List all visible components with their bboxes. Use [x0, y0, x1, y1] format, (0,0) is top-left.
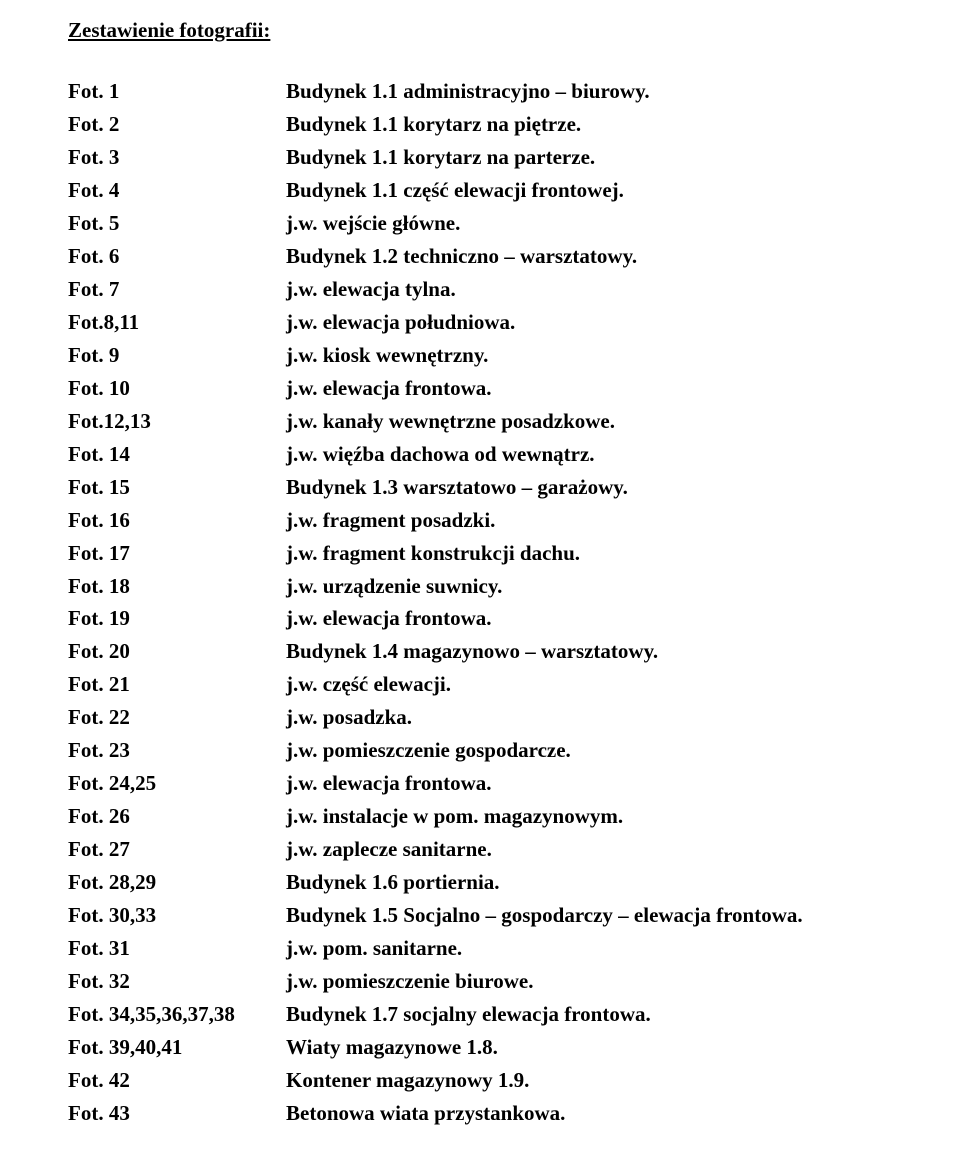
item-description: Budynek 1.1 część elewacji frontowej.: [286, 174, 892, 207]
item-label: Fot. 14: [68, 438, 286, 471]
item-label: Fot. 3: [68, 141, 286, 174]
item-label: Fot. 6: [68, 240, 286, 273]
item-description: Betonowa wiata przystankowa.: [286, 1097, 892, 1130]
item-description: Budynek 1.7 socjalny elewacja frontowa.: [286, 998, 892, 1031]
list-item: Fot. 22j.w. posadzka.: [68, 701, 892, 734]
item-label: Fot.12,13: [68, 405, 286, 438]
list-item: Fot. 15Budynek 1.3 warsztatowo – garażow…: [68, 471, 892, 504]
item-description: j.w. fragment konstrukcji dachu.: [286, 537, 892, 570]
item-label: Fot. 24,25: [68, 767, 286, 800]
page-title: Zestawienie fotografii:: [68, 14, 892, 47]
list-item: Fot. 32j.w. pomieszczenie biurowe.: [68, 965, 892, 998]
item-label: Fot. 22: [68, 701, 286, 734]
list-item: Fot. 34,35,36,37,38Budynek 1.7 socjalny …: [68, 998, 892, 1031]
item-description: Budynek 1.6 portiernia.: [286, 866, 892, 899]
list-item: Fot. 10j.w. elewacja frontowa.: [68, 372, 892, 405]
item-label: Fot. 23: [68, 734, 286, 767]
list-item: Fot. 26j.w. instalacje w pom. magazynowy…: [68, 800, 892, 833]
item-description: j.w. elewacja południowa.: [286, 306, 892, 339]
item-label: Fot. 2: [68, 108, 286, 141]
list-item: Fot. 3Budynek 1.1 korytarz na parterze.: [68, 141, 892, 174]
item-description: Wiaty magazynowe 1.8.: [286, 1031, 892, 1064]
list-item: Fot. 27j.w. zaplecze sanitarne.: [68, 833, 892, 866]
list-item: Fot. 4Budynek 1.1 część elewacji frontow…: [68, 174, 892, 207]
item-description: j.w. instalacje w pom. magazynowym.: [286, 800, 892, 833]
list-item: Fot. 21j.w. część elewacji.: [68, 668, 892, 701]
item-description: j.w. pom. sanitarne.: [286, 932, 892, 965]
list-item: Fot. 14j.w. więźba dachowa od wewnątrz.: [68, 438, 892, 471]
item-label: Fot. 21: [68, 668, 286, 701]
item-description: j.w. wejście główne.: [286, 207, 892, 240]
list-item: Fot. 16j.w. fragment posadzki.: [68, 504, 892, 537]
list-item: Fot. 39,40,41Wiaty magazynowe 1.8.: [68, 1031, 892, 1064]
item-label: Fot. 16: [68, 504, 286, 537]
item-label: Fot. 15: [68, 471, 286, 504]
list-item: Fot. 42Kontener magazynowy 1.9.: [68, 1064, 892, 1097]
item-description: Budynek 1.1 administracyjno – biurowy.: [286, 75, 892, 108]
item-label: Fot. 10: [68, 372, 286, 405]
list-item: Fot. 17j.w. fragment konstrukcji dachu.: [68, 537, 892, 570]
item-description: Budynek 1.2 techniczno – warsztatowy.: [286, 240, 892, 273]
list-item: Fot. 23j.w. pomieszczenie gospodarcze.: [68, 734, 892, 767]
item-label: Fot. 43: [68, 1097, 286, 1130]
list-item: Fot. 30,33Budynek 1.5 Socjalno – gospoda…: [68, 899, 892, 932]
item-label: Fot. 32: [68, 965, 286, 998]
item-description: j.w. elewacja frontowa.: [286, 372, 892, 405]
item-label: Fot. 39,40,41: [68, 1031, 286, 1064]
item-description: j.w. elewacja frontowa.: [286, 767, 892, 800]
list-item: Fot.8,11j.w. elewacja południowa.: [68, 306, 892, 339]
list-item: Fot. 18j.w. urządzenie suwnicy.: [68, 570, 892, 603]
item-description: j.w. pomieszczenie biurowe.: [286, 965, 892, 998]
item-label: Fot. 31: [68, 932, 286, 965]
document-page: Zestawienie fotografii: Fot. 1Budynek 1.…: [0, 0, 960, 1170]
item-label: Fot. 5: [68, 207, 286, 240]
item-description: j.w. elewacja tylna.: [286, 273, 892, 306]
item-label: Fot. 26: [68, 800, 286, 833]
item-description: j.w. fragment posadzki.: [286, 504, 892, 537]
item-label: Fot. 34,35,36,37,38: [68, 998, 286, 1031]
item-label: Fot. 27: [68, 833, 286, 866]
item-label: Fot. 19: [68, 602, 286, 635]
list-item: Fot. 5j.w. wejście główne.: [68, 207, 892, 240]
list-item: Fot. 1Budynek 1.1 administracyjno – biur…: [68, 75, 892, 108]
item-label: Fot. 9: [68, 339, 286, 372]
item-description: j.w. elewacja frontowa.: [286, 602, 892, 635]
list-item: Fot.12,13j.w. kanały wewnętrzne posadzko…: [68, 405, 892, 438]
photo-list: Fot. 1Budynek 1.1 administracyjno – biur…: [68, 75, 892, 1130]
item-description: j.w. więźba dachowa od wewnątrz.: [286, 438, 892, 471]
item-label: Fot. 17: [68, 537, 286, 570]
item-description: j.w. pomieszczenie gospodarcze.: [286, 734, 892, 767]
item-label: Fot. 18: [68, 570, 286, 603]
list-item: Fot. 24,25j.w. elewacja frontowa.: [68, 767, 892, 800]
item-label: Fot. 4: [68, 174, 286, 207]
item-label: Fot. 20: [68, 635, 286, 668]
item-description: Budynek 1.1 korytarz na parterze.: [286, 141, 892, 174]
item-label: Fot. 30,33: [68, 899, 286, 932]
list-item: Fot. 43Betonowa wiata przystankowa.: [68, 1097, 892, 1130]
item-description: Budynek 1.5 Socjalno – gospodarczy – ele…: [286, 899, 892, 932]
item-description: Budynek 1.4 magazynowo – warsztatowy.: [286, 635, 892, 668]
list-item: Fot. 6Budynek 1.2 techniczno – warsztato…: [68, 240, 892, 273]
item-label: Fot. 28,29: [68, 866, 286, 899]
item-description: j.w. posadzka.: [286, 701, 892, 734]
item-description: Budynek 1.3 warsztatowo – garażowy.: [286, 471, 892, 504]
list-item: Fot. 20Budynek 1.4 magazynowo – warsztat…: [68, 635, 892, 668]
item-label: Fot. 42: [68, 1064, 286, 1097]
list-item: Fot. 9j.w. kiosk wewnętrzny.: [68, 339, 892, 372]
list-item: Fot. 31j.w. pom. sanitarne.: [68, 932, 892, 965]
item-description: j.w. zaplecze sanitarne.: [286, 833, 892, 866]
item-label: Fot. 7: [68, 273, 286, 306]
list-item: Fot. 7j.w. elewacja tylna.: [68, 273, 892, 306]
item-label: Fot. 1: [68, 75, 286, 108]
item-description: j.w. urządzenie suwnicy.: [286, 570, 892, 603]
list-item: Fot. 28,29Budynek 1.6 portiernia.: [68, 866, 892, 899]
item-description: Kontener magazynowy 1.9.: [286, 1064, 892, 1097]
list-item: Fot. 2Budynek 1.1 korytarz na piętrze.: [68, 108, 892, 141]
item-description: j.w. część elewacji.: [286, 668, 892, 701]
item-description: j.w. kiosk wewnętrzny.: [286, 339, 892, 372]
list-item: Fot. 19j.w. elewacja frontowa.: [68, 602, 892, 635]
item-description: Budynek 1.1 korytarz na piętrze.: [286, 108, 892, 141]
item-label: Fot.8,11: [68, 306, 286, 339]
item-description: j.w. kanały wewnętrzne posadzkowe.: [286, 405, 892, 438]
